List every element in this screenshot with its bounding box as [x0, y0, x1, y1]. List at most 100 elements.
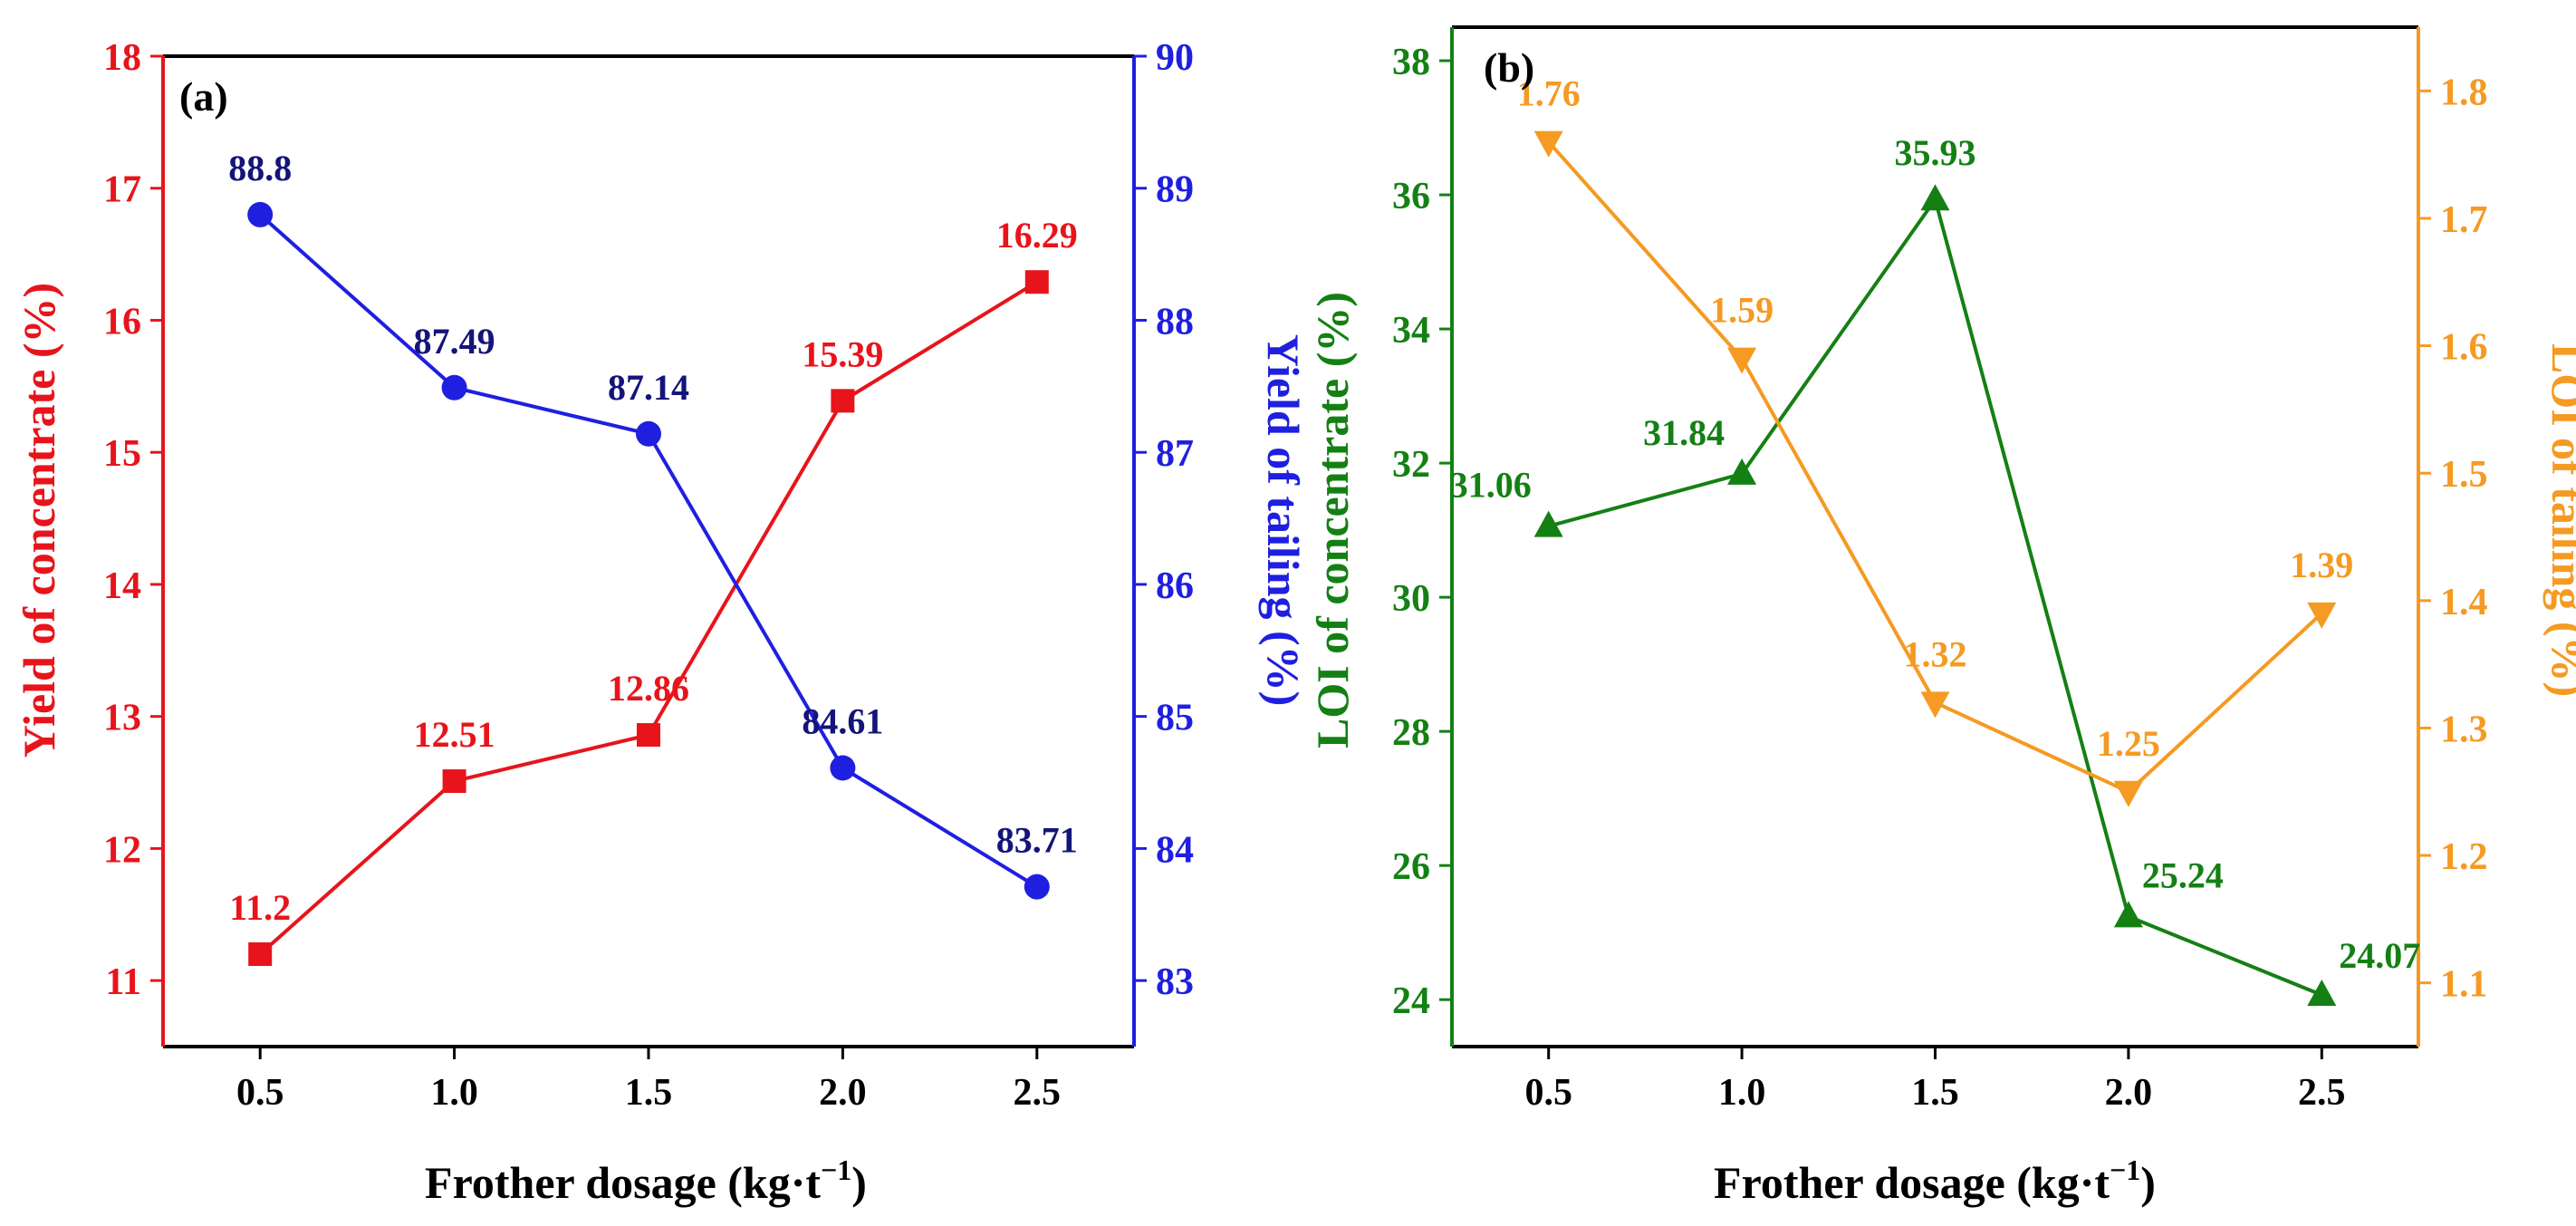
data-label: 83.71	[996, 820, 1078, 861]
data-label: 1.59	[1710, 290, 1773, 331]
left-tick-label: 26	[1392, 846, 1430, 888]
left-tick-label: 17	[103, 169, 141, 211]
data-point-square	[831, 389, 855, 413]
data-point-triangle	[1533, 130, 1563, 158]
data-label: 31.84	[1643, 412, 1725, 453]
x-tick-label: 2.0	[2105, 1072, 2153, 1114]
data-label: 87.14	[608, 367, 689, 408]
right-tick-label: 1.2	[2440, 836, 2488, 878]
data-label: 87.49	[414, 321, 495, 362]
panel-label: (b)	[1484, 44, 1534, 91]
left-axis-title: Yield of concentrate (%)	[14, 283, 64, 758]
data-label: 84.61	[802, 701, 883, 742]
x-axis-title-main: Frother dosage (kg·t	[425, 1157, 821, 1208]
data-point-circle	[247, 201, 274, 227]
data-point-square	[248, 941, 273, 966]
data-label: 16.29	[996, 215, 1078, 256]
data-point-triangle	[2307, 980, 2337, 1007]
right-tick-label: 85	[1156, 698, 1194, 739]
data-label: 35.93	[1895, 132, 1976, 173]
x-tick-label: 1.0	[1718, 1072, 1766, 1114]
x-tick-label: 0.5	[236, 1072, 284, 1114]
left-tick-label: 13	[103, 698, 141, 739]
left-tick-label: 12	[103, 829, 141, 871]
x-tick-label: 2.0	[819, 1072, 867, 1114]
data-label: 25.24	[2142, 854, 2224, 895]
data-label: 31.06	[1450, 465, 1532, 506]
left-tick-label: 32	[1392, 444, 1430, 486]
left-tick-label: 11	[105, 961, 141, 1003]
right-tick-label: 90	[1156, 37, 1194, 79]
right-tick-label: 1.4	[2440, 582, 2488, 623]
data-point-triangle	[2307, 602, 2337, 629]
right-tick-label: 1.7	[2440, 199, 2488, 241]
data-point-triangle	[2113, 780, 2143, 807]
data-point-square	[637, 723, 660, 748]
data-point-circle	[636, 420, 661, 447]
data-point-triangle	[1533, 510, 1563, 537]
left-tick-label: 38	[1392, 42, 1430, 83]
data-label: 1.76	[1517, 73, 1581, 114]
right-tick-label: 87	[1156, 433, 1194, 475]
left-tick-label: 15	[103, 433, 141, 475]
data-label: 12.86	[608, 668, 689, 709]
data-label: 88.8	[228, 148, 292, 188]
data-point-square	[442, 769, 466, 794]
data-point-triangle	[1727, 458, 1757, 485]
x-axis-title-exponent: −1	[821, 1154, 851, 1186]
x-tick-label: 1.5	[1911, 1072, 1959, 1114]
right-axis-title: LOI of tailing (%)	[2542, 343, 2576, 697]
left-tick-label: 36	[1392, 176, 1430, 217]
right-axis-title: Yield of tailing (%)	[1258, 334, 1309, 707]
panel-label: (a)	[179, 73, 228, 120]
left-tick-label: 34	[1392, 310, 1430, 352]
right-tick-label: 88	[1156, 301, 1194, 343]
data-point-square	[1024, 270, 1049, 294]
right-tick-label: 84	[1156, 829, 1194, 871]
data-label: 1.39	[2290, 545, 2353, 585]
left-tick-label: 30	[1392, 578, 1430, 620]
right-tick-label: 89	[1156, 169, 1194, 211]
x-tick-label: 2.5	[2298, 1072, 2346, 1114]
right-tick-label: 83	[1156, 961, 1194, 1003]
data-label: 1.25	[2097, 723, 2160, 764]
right-tick-label: 86	[1156, 565, 1194, 607]
data-label: 11.2	[229, 887, 291, 928]
data-point-triangle	[1727, 347, 1757, 374]
x-axis-title-close: )	[2140, 1157, 2156, 1208]
panel-a-chart: 0.5 1.0 1.5 2.0 2.5 11 12 13 14 15 16 17 18 83 84 85 86 8…	[14, 37, 1309, 1208]
right-tick-label: 1.3	[2440, 709, 2488, 750]
data-point-triangle	[2113, 901, 2143, 928]
x-axis-title-close: )	[851, 1157, 867, 1208]
right-tick-label: 1.6	[2440, 327, 2488, 369]
data-point-circle	[441, 374, 467, 401]
x-tick-label: 2.5	[1014, 1072, 1062, 1114]
data-label: 12.51	[414, 714, 495, 755]
data-point-circle	[1024, 874, 1050, 900]
x-axis-title: Frother dosage (kg·t−1)	[425, 1154, 867, 1208]
right-tick-label: 1.5	[2440, 454, 2488, 496]
left-tick-label: 16	[103, 301, 141, 343]
x-axis-title: Frother dosage (kg·t−1)	[1714, 1154, 2156, 1208]
left-tick-label: 28	[1392, 712, 1430, 754]
x-tick-label: 0.5	[1524, 1072, 1572, 1114]
right-tick-label: 1.8	[2440, 72, 2488, 113]
data-label: 1.32	[1904, 633, 1967, 674]
panel-b-chart: 0.5 1.0 1.5 2.0 2.5 24 26 28 30 32 34 36 38 1.1 1.2 1.3…	[1307, 25, 2576, 1208]
x-tick-label: 1.5	[625, 1072, 673, 1114]
left-tick-label: 24	[1392, 980, 1430, 1022]
series-line-1	[258, 213, 1038, 889]
left-tick-label: 18	[103, 37, 141, 79]
data-point-triangle	[1920, 691, 1950, 719]
x-axis-title-exponent: −1	[2110, 1154, 2140, 1186]
x-axis-title-main: Frother dosage (kg·t	[1714, 1157, 2110, 1208]
left-tick-label: 14	[103, 565, 141, 607]
left-axis-title: LOI of concentrate (%)	[1307, 292, 1358, 748]
x-tick-label: 1.0	[430, 1072, 478, 1114]
data-label: 15.39	[802, 333, 883, 374]
data-point-triangle	[1920, 184, 1950, 211]
data-point-circle	[830, 755, 856, 781]
right-tick-label: 1.1	[2440, 964, 2488, 1006]
data-label: 24.07	[2339, 935, 2420, 976]
